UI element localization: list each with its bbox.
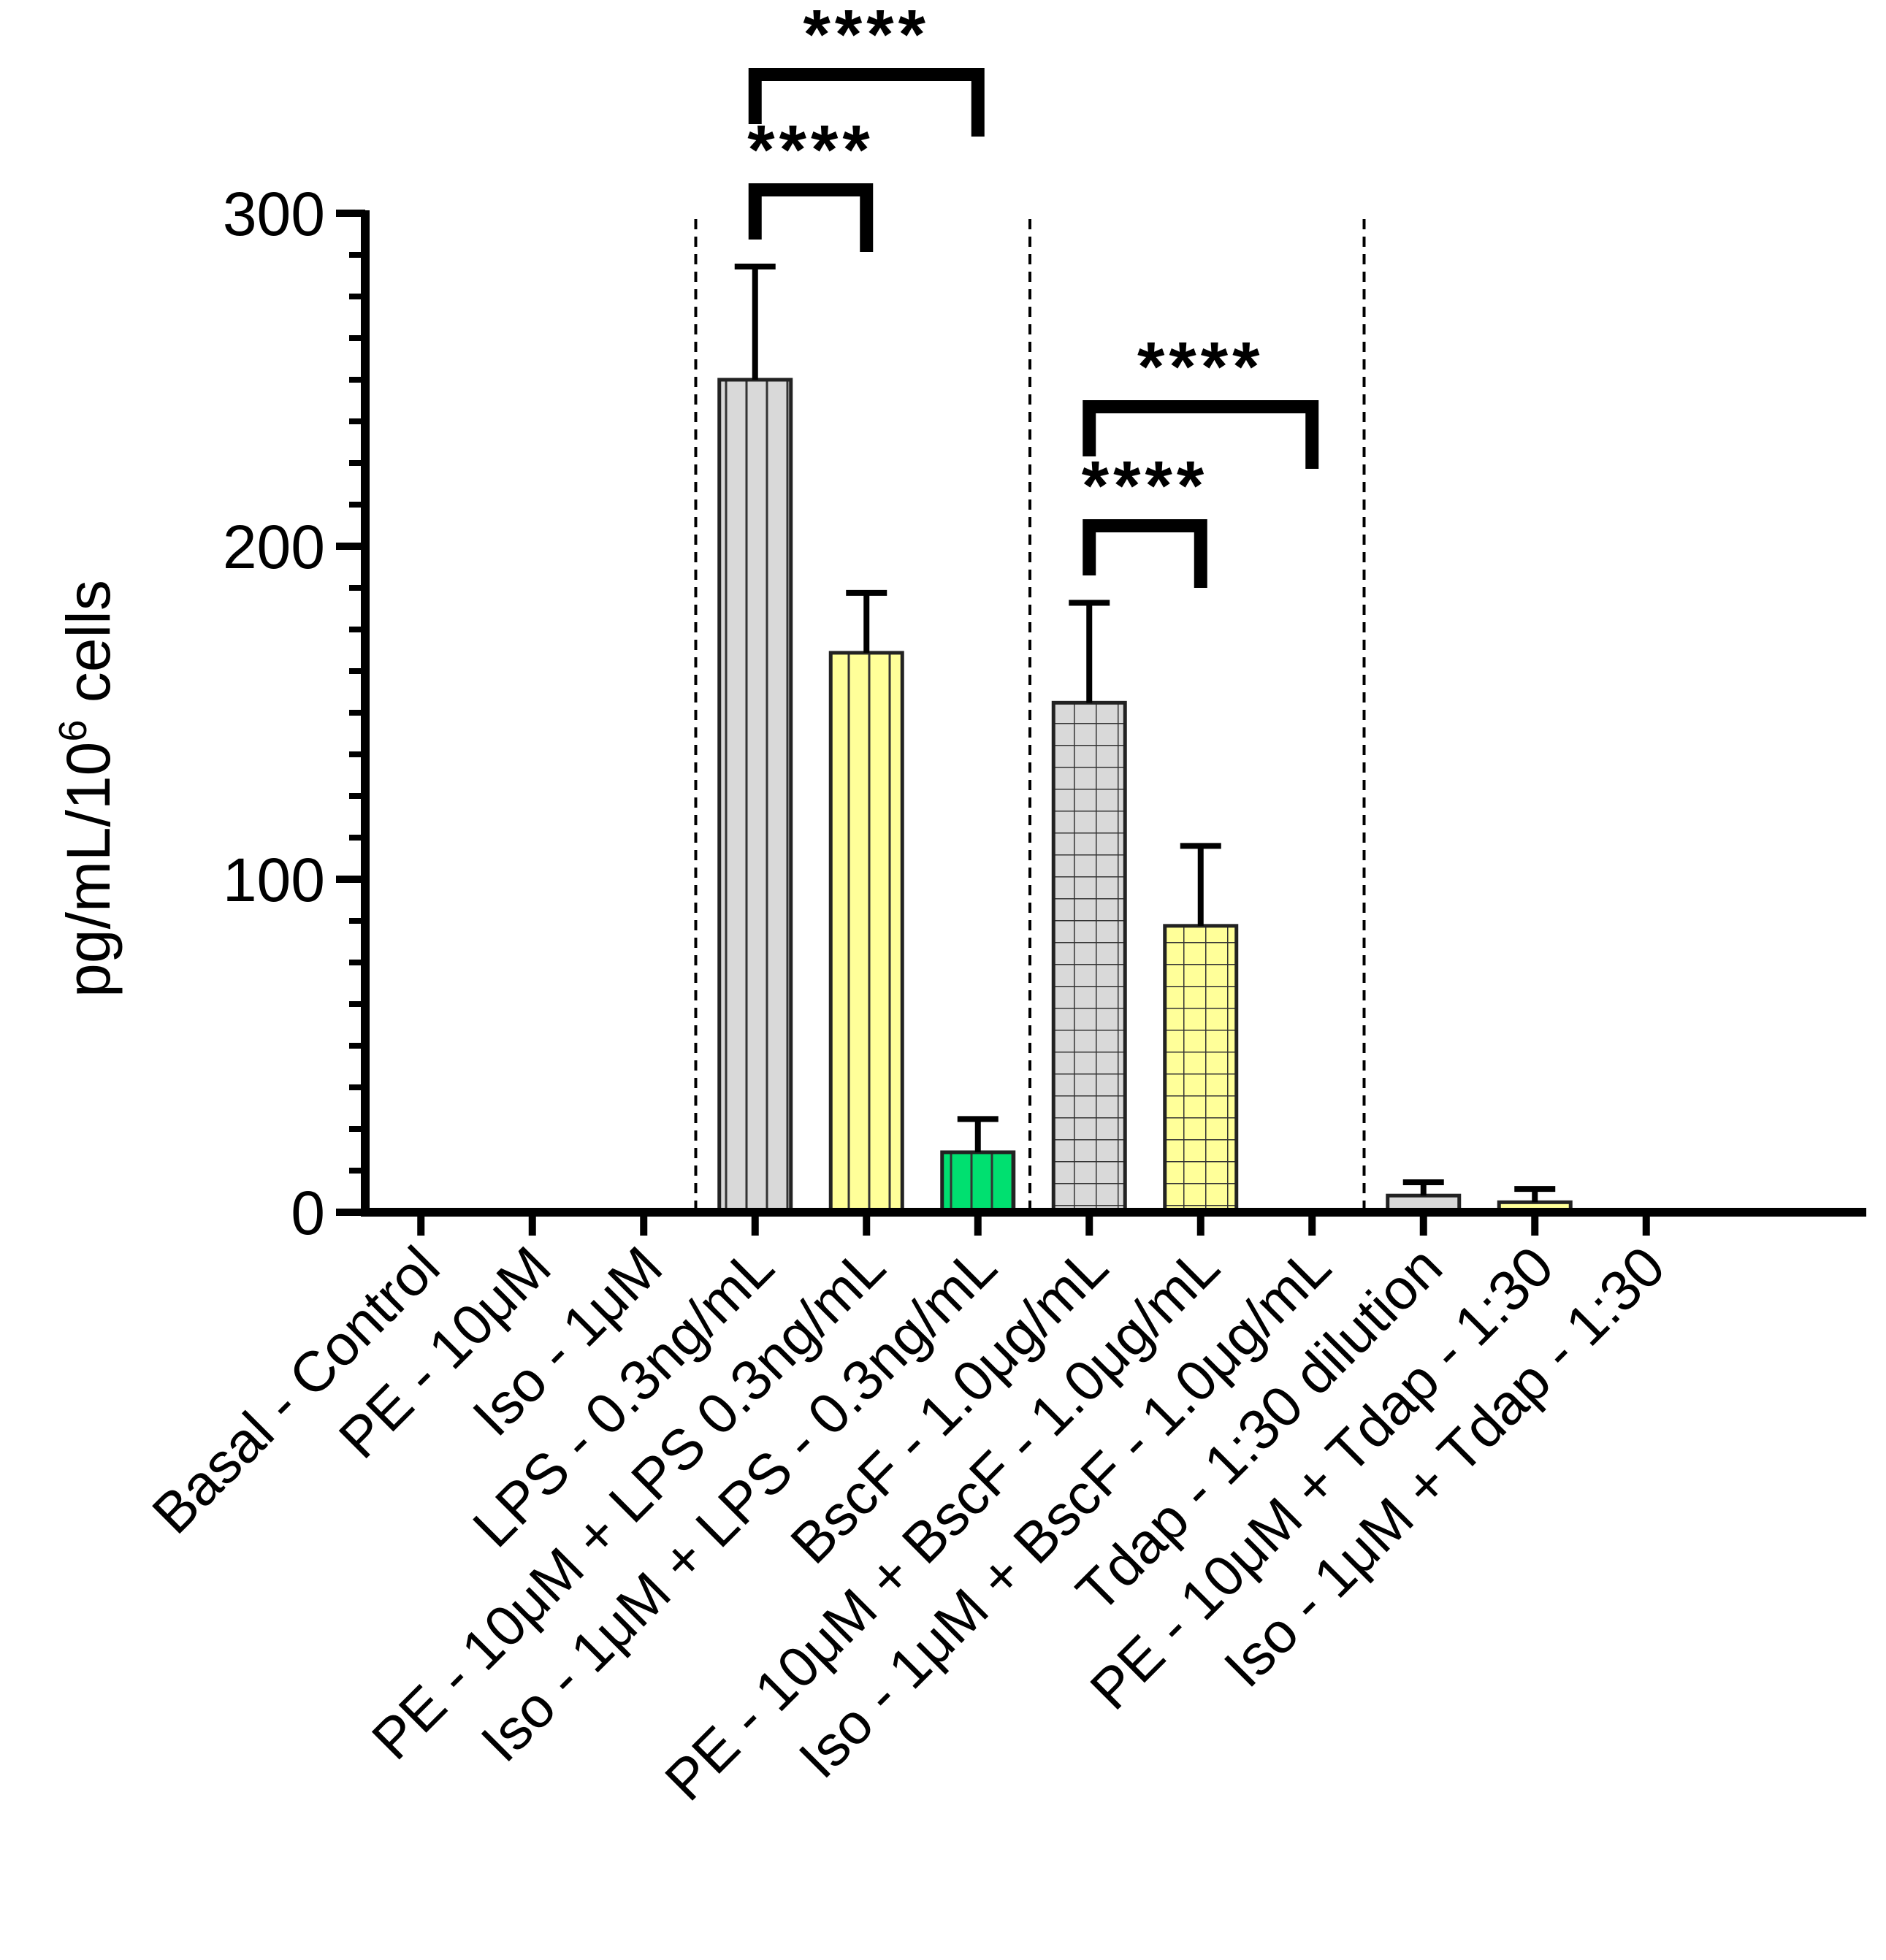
significance-bracket-2 [748, 68, 985, 137]
significance-bracket-3 [1083, 519, 1207, 588]
y-axis-title-suffix: cells [54, 580, 123, 719]
significance-bracket-1 [748, 183, 874, 252]
bar-pattern-5 [831, 652, 903, 1212]
y-tick-label-300: 300 [223, 180, 325, 248]
bar-pattern-4 [719, 380, 791, 1212]
significance-label-2: **** [803, 0, 930, 74]
y-tick-label-100: 100 [223, 846, 325, 914]
group-separators [694, 219, 1366, 1212]
y-axis-title: pg/mL/106 cells [51, 580, 123, 998]
y-axis-title-superscript: 6 [51, 720, 95, 742]
bar-pattern-6 [942, 1152, 1014, 1212]
y-tick-label-200: 200 [223, 513, 325, 581]
significance-label-4: **** [1137, 328, 1264, 406]
axes: 0 100 200 300 [223, 180, 1866, 1247]
significance-label-1: **** [747, 111, 874, 189]
y-axis-title-main: pg/mL/10 [54, 742, 123, 998]
significance-bracket-4 [1083, 400, 1319, 469]
bar-pattern-8 [1164, 925, 1237, 1212]
significance-brackets: **** **** **** **** [747, 0, 1319, 588]
bars [717, 263, 1573, 1214]
y-tick-label-0: 0 [291, 1179, 325, 1247]
bar-pattern-7 [1053, 703, 1126, 1212]
significance-label-3: **** [1082, 447, 1208, 525]
